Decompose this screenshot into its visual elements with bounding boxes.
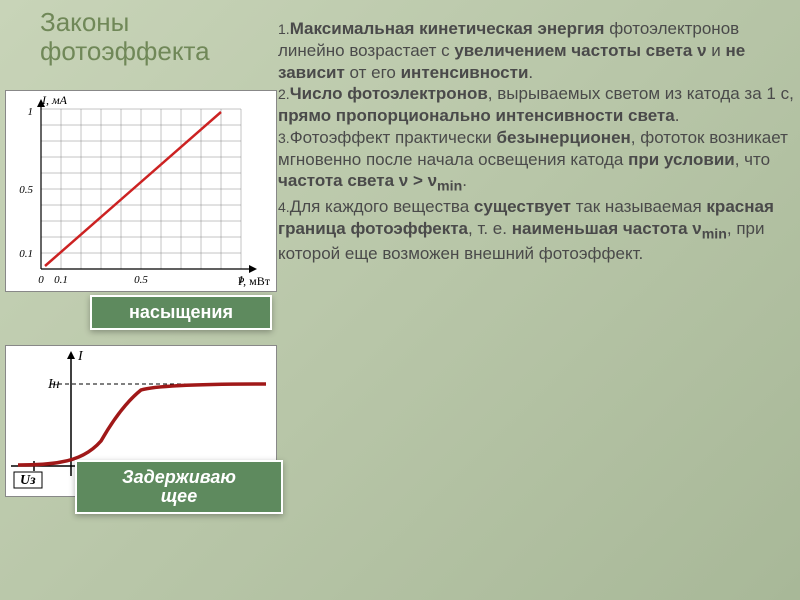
ytick-01: 0.1 bbox=[19, 248, 33, 260]
saturation-label: насыщения bbox=[90, 295, 272, 330]
chart1-svg: 0.1 0.5 1 0 0.1 0.5 1 bbox=[6, 91, 276, 291]
chart1-xlabel: P, мВт bbox=[238, 274, 270, 289]
law-num-4: 4. bbox=[278, 199, 290, 215]
chart2-ylabel: I bbox=[77, 349, 84, 364]
chart1-ylabel: I, мА bbox=[42, 93, 67, 108]
law-num-3: 3. bbox=[278, 130, 290, 146]
chart2-uz-label: Uз bbox=[20, 473, 36, 488]
title-line2: фотоэффекта bbox=[40, 36, 210, 66]
xtick-01: 0.1 bbox=[54, 274, 68, 286]
holding-voltage-label: Задерживаю щее bbox=[75, 460, 283, 514]
laws-text: 1.Максимальная кинетическая энергия фото… bbox=[278, 18, 796, 265]
law-num-1: 1. bbox=[278, 21, 290, 37]
law-num-2: 2. bbox=[278, 86, 290, 102]
chart-current-vs-power: I, мА bbox=[5, 90, 277, 292]
ytick-1: 1 bbox=[28, 106, 34, 118]
xtick-05: 0.5 bbox=[134, 274, 148, 286]
title-line1: Законы bbox=[40, 7, 129, 37]
xtick-0: 0 bbox=[38, 274, 44, 286]
slide-title: Законы фотоэффекта bbox=[40, 8, 210, 65]
chart2-isat-label: Iн bbox=[47, 377, 60, 392]
ytick-05: 0.5 bbox=[19, 184, 33, 196]
slide: Законы фотоэффекта I, мА bbox=[0, 0, 800, 600]
